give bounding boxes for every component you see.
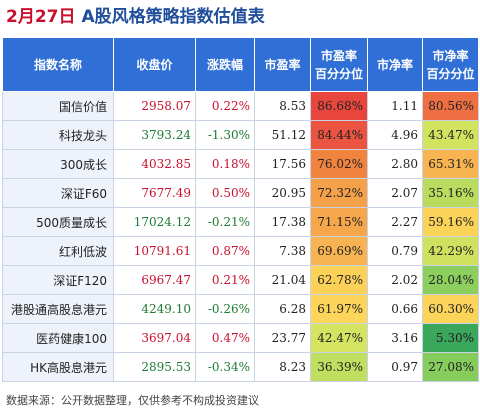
pe-percentile-cell: 72.32%: [310, 178, 368, 208]
source-note: 数据来源：公开数据整理，仅供参考不构成投资建议: [6, 394, 259, 407]
close-price-cell: 17024.12: [113, 207, 196, 237]
pb-cell: 2.80: [367, 149, 423, 179]
pb-cell: 2.02: [367, 265, 423, 295]
index-name-cell: 国信价值: [2, 91, 114, 121]
change-cell: -1.30%: [195, 120, 255, 150]
pe-percentile-cell: 36.39%: [310, 352, 368, 382]
pe-percentile-cell: 62.78%: [310, 265, 368, 295]
close-price-cell: 10791.61: [113, 236, 196, 266]
pb-cell: 1.11: [367, 91, 423, 121]
index-name-cell: 500质量成长: [2, 207, 114, 237]
pe-percentile-cell: 71.15%: [310, 207, 368, 237]
change-cell: 0.22%: [195, 91, 255, 121]
table-row: 深证F60 7677.49 0.50% 20.95 72.32% 2.07 35.16%: [2, 178, 479, 208]
col-header-pb: 市净率: [367, 37, 423, 92]
pe-cell: 21.04: [254, 265, 311, 295]
col-header-pe: 市盈率: [254, 37, 311, 92]
title-name: A股风格策略指数估值表: [81, 7, 265, 27]
pb-percentile-cell: 43.47%: [422, 120, 479, 150]
close-price-cell: 3793.24: [113, 120, 196, 150]
pe-cell: 6.28: [254, 294, 311, 324]
pe-percentile-cell: 86.68%: [310, 91, 368, 121]
pb-percentile-cell: 35.16%: [422, 178, 479, 208]
close-price-cell: 2958.07: [113, 91, 196, 121]
pb-cell: 0.66: [367, 294, 423, 324]
index-name-cell: 深证F120: [2, 265, 114, 295]
pb-percentile-cell: 60.30%: [422, 294, 479, 324]
pb-percentile-cell: 65.31%: [422, 149, 479, 179]
pe-cell: 7.38: [254, 236, 311, 266]
col-header-close: 收盘价: [113, 37, 196, 92]
change-cell: -0.26%: [195, 294, 255, 324]
index-name-cell: 医药健康100: [2, 323, 114, 353]
pb-cell: 0.97: [367, 352, 423, 382]
table-body: 国信价值 2958.07 0.22% 8.53 86.68% 1.11 80.56% 科技龙头…: [2, 91, 479, 382]
page-title: 2月27日 A股风格策略指数估值表: [6, 2, 265, 32]
change-cell: 0.21%: [195, 265, 255, 295]
close-price-cell: 4249.10: [113, 294, 196, 324]
index-name-cell: 300成长: [2, 149, 114, 179]
pe-percentile-cell: 76.02%: [310, 149, 368, 179]
table-row: 深证F120 6967.47 0.21% 21.04 62.78% 2.02 28.04%: [2, 265, 479, 295]
pb-cell: 0.79: [367, 236, 423, 266]
change-cell: 0.18%: [195, 149, 255, 179]
pe-cell: 51.12: [254, 120, 311, 150]
table-row: 港股通高股息港元 4249.10 -0.26% 6.28 61.97% 0.66 60.30…: [2, 294, 479, 324]
table-row: 500质量成长 17024.12 -0.21% 17.38 71.15% 2.27 59.1…: [2, 207, 479, 237]
pe-cell: 23.77: [254, 323, 311, 353]
pb-percentile-cell: 59.16%: [422, 207, 479, 237]
pe-percentile-cell: 84.44%: [310, 120, 368, 150]
index-name-cell: 红利低波: [2, 236, 114, 266]
col-header-pb-pct: 市净率 百分分位: [422, 37, 479, 92]
pb-percentile-cell: 42.29%: [422, 236, 479, 266]
pb-cell: 4.96: [367, 120, 423, 150]
close-price-cell: 7677.49: [113, 178, 196, 208]
index-name-cell: HK高股息港元: [2, 352, 114, 382]
pe-cell: 20.95: [254, 178, 311, 208]
pb-percentile-cell: 5.30%: [422, 323, 479, 353]
table-row: 300成长 4032.85 0.18% 17.56 76.02% 2.80 65.31%: [2, 149, 479, 179]
valuation-table: 指数名称 收盘价 涨跌幅 市盈率 市盈率 百分分位 市净率 市净率 百分分位 国…: [2, 37, 479, 382]
pe-percentile-cell: 61.97%: [310, 294, 368, 324]
pe-cell: 8.23: [254, 352, 311, 382]
table-row: 红利低波 10791.61 0.87% 7.38 69.69% 0.79 42.29%: [2, 236, 479, 266]
pe-cell: 8.53: [254, 91, 311, 121]
change-cell: 0.47%: [195, 323, 255, 353]
pe-percentile-cell: 69.69%: [310, 236, 368, 266]
close-price-cell: 4032.85: [113, 149, 196, 179]
title-date: 2月27日: [6, 7, 76, 27]
col-header-change: 涨跌幅: [195, 37, 255, 92]
col-header-pe-pct: 市盈率 百分分位: [310, 37, 368, 92]
index-name-cell: 深证F60: [2, 178, 114, 208]
change-cell: -0.34%: [195, 352, 255, 382]
table-row: 国信价值 2958.07 0.22% 8.53 86.68% 1.11 80.56%: [2, 91, 479, 121]
table-row: HK高股息港元 2895.53 -0.34% 8.23 36.39% 0.97 27.08%: [2, 352, 479, 382]
index-name-cell: 港股通高股息港元: [2, 294, 114, 324]
pb-percentile-cell: 80.56%: [422, 91, 479, 121]
table-row: 科技龙头 3793.24 -1.30% 51.12 84.44% 4.96 43.47%: [2, 120, 479, 150]
pb-cell: 2.07: [367, 178, 423, 208]
header-row: 指数名称 收盘价 涨跌幅 市盈率 市盈率 百分分位 市净率 市净率 百分分位: [2, 37, 479, 92]
pb-percentile-cell: 28.04%: [422, 265, 479, 295]
change-cell: -0.21%: [195, 207, 255, 237]
close-price-cell: 3697.04: [113, 323, 196, 353]
change-cell: 0.50%: [195, 178, 255, 208]
table-row: 医药健康100 3697.04 0.47% 23.77 42.47% 3.16 5.30%: [2, 323, 479, 353]
pe-cell: 17.56: [254, 149, 311, 179]
pb-cell: 2.27: [367, 207, 423, 237]
col-header-name: 指数名称: [2, 37, 114, 92]
change-cell: 0.87%: [195, 236, 255, 266]
index-name-cell: 科技龙头: [2, 120, 114, 150]
pb-cell: 3.16: [367, 323, 423, 353]
close-price-cell: 6967.47: [113, 265, 196, 295]
pb-percentile-cell: 27.08%: [422, 352, 479, 382]
pe-percentile-cell: 42.47%: [310, 323, 368, 353]
pe-cell: 17.38: [254, 207, 311, 237]
close-price-cell: 2895.53: [113, 352, 196, 382]
